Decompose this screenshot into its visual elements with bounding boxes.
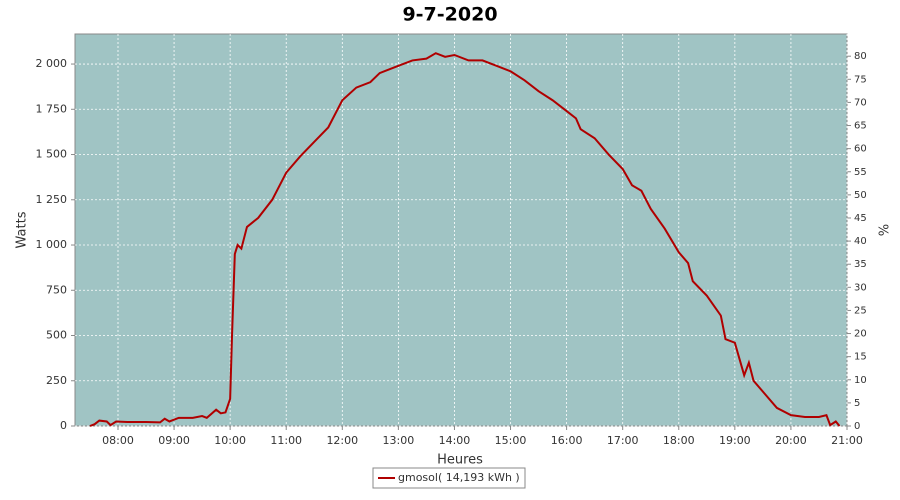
legend-label: gmosol( 14,193 kWh )	[398, 471, 520, 484]
x-tick-label: 12:00	[326, 434, 358, 447]
x-tick-label: 16:00	[551, 434, 583, 447]
x-tick-label: 13:00	[383, 434, 415, 447]
y2-tick-label: 0	[854, 421, 860, 432]
y2-tick-label: 65	[854, 121, 867, 132]
y2-tick-label: 80	[854, 51, 867, 62]
x-axis-label: Heures	[437, 453, 483, 468]
y2-tick-label: 5	[854, 398, 860, 409]
y-tick-label: 1 000	[36, 238, 68, 251]
y-tick-label: 750	[46, 283, 67, 296]
y-tick-label: 1 250	[36, 193, 68, 206]
y-tick-label: 1 750	[36, 102, 68, 115]
y2-tick-label: 35	[854, 259, 867, 270]
y2-tick-label: 10	[854, 375, 867, 386]
x-tick-label: 10:00	[214, 434, 246, 447]
y2-axis-label: %	[875, 224, 890, 236]
y-tick-label: 0	[60, 419, 67, 432]
y2-tick-label: 60	[854, 144, 867, 155]
y2-tick-label: 30	[854, 282, 867, 293]
line-series	[89, 52, 841, 427]
x-tick-label: 14:00	[439, 434, 471, 447]
y-tick-label: 2 000	[36, 57, 68, 70]
y2-tick-label: 40	[854, 236, 867, 247]
y-tick-label: 1 500	[36, 148, 68, 161]
y2-tick-label: 55	[854, 167, 867, 178]
x-tick-label: 20:00	[775, 434, 807, 447]
y-tick-label: 500	[46, 329, 67, 342]
y2-tick-label: 20	[854, 329, 867, 340]
plot-area	[74, 33, 848, 427]
x-tick-label: 18:00	[663, 434, 695, 447]
x-tick-label: 21:00	[831, 434, 863, 447]
x-tick-label: 09:00	[158, 434, 190, 447]
y2-tick-label: 25	[854, 305, 867, 316]
x-tick-label: 08:00	[102, 434, 134, 447]
y2-tick-label: 50	[854, 190, 867, 201]
y2-tick-label: 70	[854, 97, 867, 108]
x-tick-label: 17:00	[607, 434, 639, 447]
legend-box	[372, 467, 526, 489]
y2-tick-label: 45	[854, 213, 867, 224]
y2-tick-label: 15	[854, 352, 867, 363]
legend: gmosol( 14,193 kWh )	[372, 467, 526, 489]
y-tick-label: 250	[46, 374, 67, 387]
x-tick-label: 11:00	[270, 434, 302, 447]
y-axis-label: Watts	[15, 211, 30, 248]
y2-tick-label: 75	[854, 74, 867, 85]
x-tick-label: 19:00	[719, 434, 751, 447]
chart-title: 9-7-2020	[402, 4, 497, 26]
x-tick-label: 15:00	[495, 434, 527, 447]
